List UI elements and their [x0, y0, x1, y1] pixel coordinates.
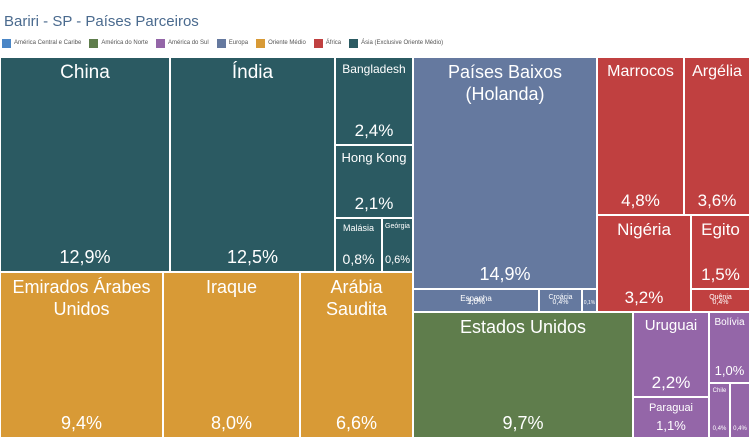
tile-value: 1,0% [466, 297, 486, 306]
legend-item[interactable]: África [313, 38, 342, 48]
tile-name: Argélia [692, 63, 742, 80]
legend-swatch [89, 38, 99, 48]
treemap-tile[interactable]: Malásia 0,8% [335, 218, 382, 272]
legend-label: América do Sul [168, 40, 209, 46]
tile-name: Emirados Árabes Unidos [12, 277, 151, 319]
tile-value: 9,7% [502, 413, 544, 433]
tile-name: Chile [712, 388, 727, 394]
treemap-tile[interactable]: Nigéria 3,2% [597, 215, 691, 312]
tile-name: Estados Unidos [459, 317, 587, 337]
treemap-tile[interactable]: Croácia 0,4% [539, 289, 582, 312]
tile-value: 3,2% [624, 288, 664, 307]
legend-swatch [2, 38, 11, 48]
treemap-tile[interactable]: Estados Unidos 9,7% [413, 312, 633, 438]
tile-name: Arábia Saudita [325, 277, 388, 319]
tile-value: 4,8% [621, 191, 660, 210]
tile-value: 0,8% [342, 251, 375, 267]
legend-label: África [325, 40, 342, 46]
treemap-tile[interactable]: Paraguai 1,1% [633, 397, 709, 438]
legend-label: América Central e Caribe [14, 40, 82, 46]
tile-value: 1,0% [714, 363, 745, 378]
legend-label: América do Norte [101, 40, 149, 46]
tile-name: Malásia [342, 223, 374, 233]
legend: América Central e Caribe América do Norte… [2, 37, 451, 49]
treemap-tile[interactable]: Geórgia 0,6% [382, 218, 413, 272]
tile-name: Nigéria [617, 220, 671, 239]
treemap-tile[interactable]: 0,1% [582, 289, 597, 312]
tile-value: 0,4% [712, 426, 727, 432]
treemap-tile[interactable]: Iraque 8,0% [163, 272, 300, 438]
tile-value: 0,4% [733, 426, 747, 432]
tile-name: Países Baixos (Holanda) [447, 62, 563, 104]
legend-swatch [216, 38, 226, 48]
treemap-tile[interactable]: China 12,9% [0, 57, 170, 272]
legend-item[interactable]: América do Norte [89, 38, 149, 48]
tile-value: 14,9% [479, 264, 531, 284]
tile-value: 3,6% [697, 191, 737, 210]
treemap-tile[interactable]: Marrocos 4,8% [597, 57, 684, 215]
tile-value: 8,0% [210, 413, 253, 433]
tile-name: Bolívia [714, 317, 745, 328]
treemap-tile[interactable]: Argélia 3,6% [684, 57, 750, 215]
legend-label: Oriente Médio [268, 40, 306, 46]
tile-name: Iraque [205, 277, 258, 297]
treemap-tile[interactable]: Hong Kong 2,1% [335, 145, 413, 218]
treemap-tile[interactable]: Arábia Saudita 6,6% [300, 272, 413, 438]
tile-name: Hong Kong [341, 150, 407, 165]
tile-value: 2,4% [354, 121, 394, 140]
tile-name: Croácia [548, 294, 573, 301]
legend-item[interactable]: América do Sul [156, 38, 209, 48]
legend-swatch [313, 38, 323, 48]
treemap-tile[interactable]: Países Baixos (Holanda) 14,9% [413, 57, 597, 289]
legend-label: Europa [228, 40, 249, 46]
chart-title: Bariri - SP - Países Parceiros [4, 13, 199, 30]
legend-item[interactable]: América Central e Caribe [2, 38, 82, 48]
tile-value: 2,1% [354, 194, 394, 213]
legend-item[interactable]: Ásia (Exclusive Oriente Médio) [349, 38, 444, 48]
tile-name: Geórgia [385, 223, 410, 230]
tile-name: Paraguai [648, 402, 694, 414]
tile-value: 0,4% [552, 299, 569, 306]
tile-value: 0,1% [583, 300, 596, 306]
treemap-tile[interactable]: Bolívia 1,0% [709, 312, 750, 383]
legend-item[interactable]: Oriente Médio [256, 38, 306, 48]
tile-name: Egito [701, 220, 740, 239]
tile-name: Bangladesh [342, 62, 406, 76]
legend-label: Ásia (Exclusive Oriente Médio) [361, 40, 444, 46]
tile-value: 12,5% [226, 247, 279, 267]
tile-value: 2,2% [651, 373, 691, 392]
treemap-tile[interactable]: Emirados Árabes Unidos 9,4% [0, 272, 163, 438]
tile-name: Marrocos [607, 63, 674, 80]
treemap-tile[interactable]: Índia 12,5% [170, 57, 335, 272]
tile-value: 1,1% [656, 418, 686, 433]
tile-value: 12,9% [59, 247, 111, 267]
treemap-tile[interactable]: Uruguai 2,2% [633, 312, 709, 397]
treemap-tile[interactable]: Egito 1,5% [691, 215, 750, 289]
legend-swatch [156, 38, 166, 48]
tile-name: Índia [231, 62, 274, 83]
tile-value: 0,4% [712, 299, 729, 306]
treemap-tile[interactable]: Chile 0,4% [709, 383, 730, 438]
legend-swatch [256, 38, 266, 48]
tile-name: Quênia [709, 294, 732, 301]
treemap-tile[interactable]: Espanha 1,0% [413, 289, 539, 312]
tile-name: Espanha [460, 294, 492, 303]
tile-value: 1,5% [701, 265, 740, 284]
tile-name: China [60, 62, 110, 83]
legend-item[interactable]: Europa [216, 38, 249, 48]
treemap-tile[interactable]: 0,4% [730, 383, 750, 438]
treemap-tile[interactable]: Quênia 0,4% [691, 289, 750, 312]
treemap-tile[interactable]: Bangladesh 2,4% [335, 57, 413, 145]
tile-value: 0,6% [384, 254, 411, 266]
legend-swatch [349, 38, 359, 48]
tile-value: 6,6% [335, 413, 378, 433]
tile-name: Uruguai [644, 317, 698, 334]
tile-value: 9,4% [60, 413, 103, 433]
